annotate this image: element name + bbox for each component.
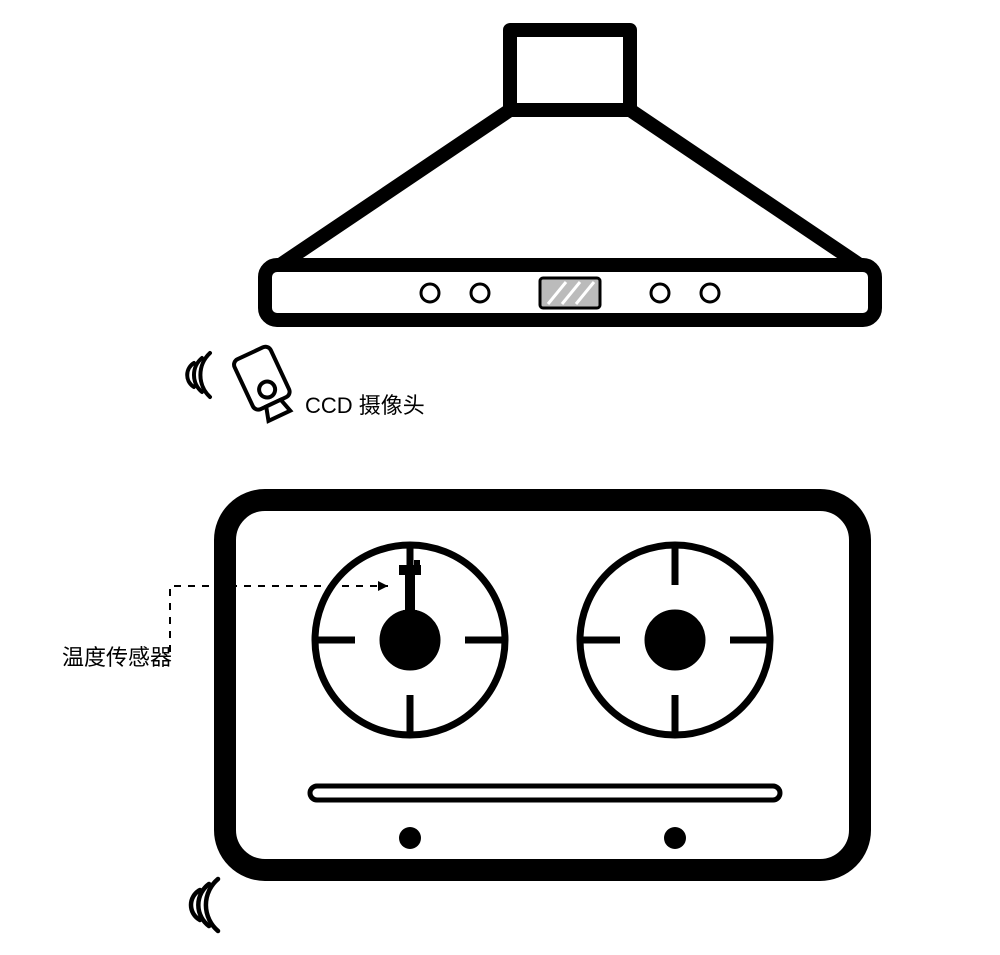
temp-sensor-callout bbox=[0, 0, 1000, 951]
temp-sensor-label: 温度传感器 bbox=[62, 640, 172, 672]
diagram-canvas: CCD 摄像头 bbox=[0, 0, 1000, 951]
